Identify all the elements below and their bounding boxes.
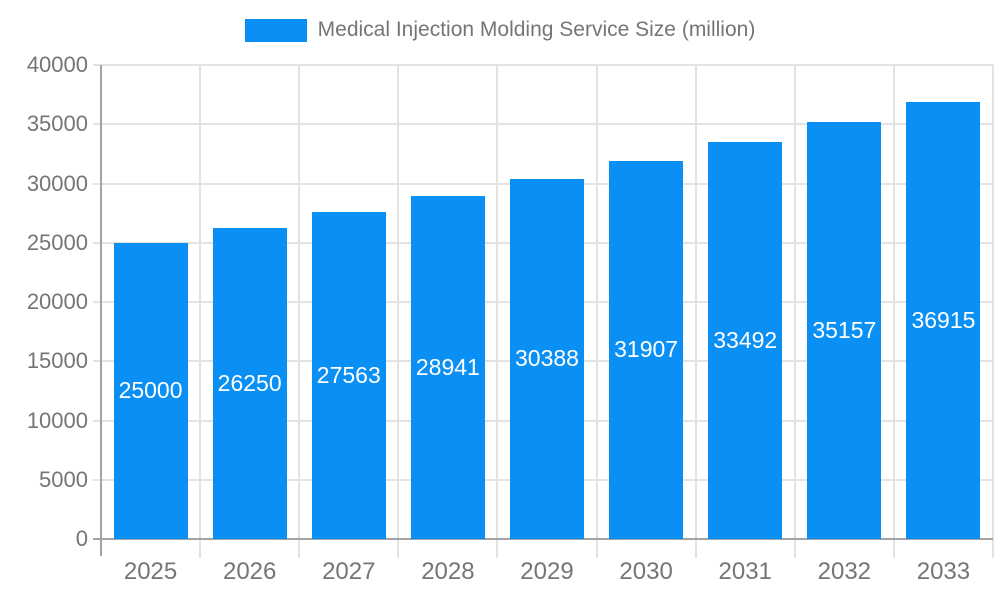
x-gridline	[793, 65, 796, 558]
bar-value-label: 33492	[713, 327, 778, 354]
x-gridline	[397, 65, 400, 558]
legend-item[interactable]: Medical Injection Molding Service Size (…	[0, 18, 1000, 42]
y-axis-tick-label: 5000	[39, 466, 88, 492]
bar-2029[interactable]: 30388	[510, 178, 584, 539]
y-axis-line	[100, 65, 102, 556]
y-axis-tick-label: 40000	[26, 52, 88, 77]
bar-value-label: 31907	[614, 336, 679, 363]
x-axis-tick-label: 2026	[222, 558, 277, 585]
y-axis-tick-label: 15000	[26, 348, 88, 374]
y-axis-tick-label: 30000	[26, 170, 88, 196]
bar-value-label: 36915	[911, 306, 976, 333]
y-axis-tick-label: 20000	[26, 289, 88, 314]
y-axis-tick-label: 10000	[26, 407, 88, 433]
bar-value-label: 35157	[812, 317, 877, 344]
bar-value-label: 28941	[415, 354, 480, 381]
bar-value-label: 30388	[515, 345, 579, 372]
x-axis-tick-label: 2029	[520, 558, 574, 585]
x-axis-tick-label: 2031	[718, 558, 772, 585]
bar-2030[interactable]: 31907	[609, 160, 684, 539]
x-axis-tick-label: 2032	[817, 558, 872, 585]
x-gridline	[496, 65, 499, 558]
bar-value-label: 25000	[118, 377, 183, 404]
x-axis-tick-label: 2030	[619, 558, 673, 585]
y-gridline	[93, 64, 993, 66]
y-gridline	[93, 123, 993, 126]
x-axis-tick-label: 2027	[322, 558, 376, 585]
bar-value-label: 26250	[217, 369, 282, 396]
x-gridline	[298, 65, 301, 558]
y-axis-tick-label: 35000	[26, 111, 88, 137]
bar-2032[interactable]: 35157	[807, 122, 882, 539]
bar-2026[interactable]: 26250	[212, 227, 287, 539]
x-axis-line	[93, 538, 993, 540]
bar-2033[interactable]: 36915	[906, 101, 981, 539]
y-axis-tick-label: 0	[75, 526, 88, 551]
x-axis-tick-label: 2025	[123, 558, 178, 585]
legend-swatch-icon	[244, 18, 307, 42]
x-gridline	[892, 65, 895, 558]
x-gridline	[694, 65, 697, 558]
bar-2031[interactable]: 33492	[708, 142, 783, 539]
x-axis-tick-label: 2028	[421, 558, 475, 585]
bar-2027[interactable]: 27563	[311, 212, 386, 539]
y-axis-tick-label: 25000	[26, 229, 88, 255]
x-gridline	[595, 65, 598, 558]
legend-label: Medical Injection Molding Service Size (…	[317, 18, 756, 41]
bar-value-label: 27563	[316, 362, 381, 389]
x-axis-tick-label: 2033	[916, 558, 971, 585]
bar-2025[interactable]: 25000	[113, 242, 188, 539]
x-gridline	[199, 65, 202, 558]
x-gridline	[992, 65, 994, 558]
bar-2028[interactable]: 28941	[410, 196, 485, 539]
